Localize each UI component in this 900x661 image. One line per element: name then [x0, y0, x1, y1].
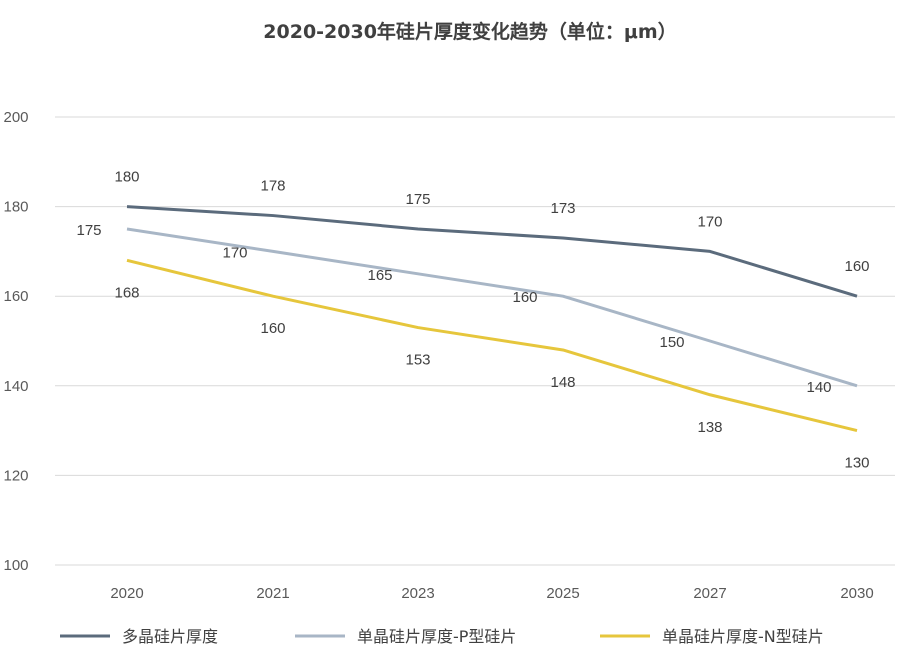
x-tick-label: 2023 — [401, 585, 434, 602]
data-label: 160 — [512, 289, 537, 306]
legend-label: 多晶硅片厚度 — [122, 627, 218, 646]
data-label: 175 — [76, 222, 101, 239]
data-label: 160 — [260, 320, 285, 337]
x-tick-label: 2020 — [110, 585, 143, 602]
data-label: 160 — [844, 258, 869, 275]
y-tick-label: 160 — [3, 288, 28, 305]
x-tick-label: 2025 — [546, 585, 579, 602]
y-tick-label: 180 — [3, 199, 28, 216]
y-tick-label: 200 — [3, 109, 28, 126]
data-label: 130 — [844, 455, 869, 472]
data-label: 168 — [114, 284, 139, 301]
data-label: 165 — [367, 267, 392, 284]
data-label: 170 — [697, 213, 722, 230]
x-tick-label: 2030 — [840, 585, 873, 602]
legend-label: 单晶硅片厚度-N型硅片 — [662, 627, 824, 646]
data-label: 153 — [405, 352, 430, 369]
data-label: 148 — [550, 374, 575, 391]
data-label: 140 — [806, 379, 831, 396]
data-label: 180 — [114, 169, 139, 186]
data-label: 178 — [260, 178, 285, 195]
series-line-0 — [126, 205, 858, 298]
y-tick-label: 100 — [3, 557, 28, 574]
x-tick-label: 2021 — [256, 585, 289, 602]
y-tick-label: 140 — [3, 378, 28, 395]
data-label: 150 — [659, 334, 684, 351]
series-line-2 — [126, 258, 858, 433]
chart-title: 2020-2030年硅片厚度变化趋势（单位：μm） — [263, 20, 676, 43]
data-label: 175 — [405, 191, 430, 208]
data-label: 170 — [222, 244, 247, 261]
y-tick-label: 120 — [3, 467, 28, 484]
data-label: 138 — [697, 419, 722, 436]
x-tick-label: 2027 — [693, 585, 726, 602]
series-line-1 — [126, 227, 858, 388]
legend-label: 单晶硅片厚度-P型硅片 — [357, 627, 516, 646]
data-label: 173 — [550, 200, 575, 217]
